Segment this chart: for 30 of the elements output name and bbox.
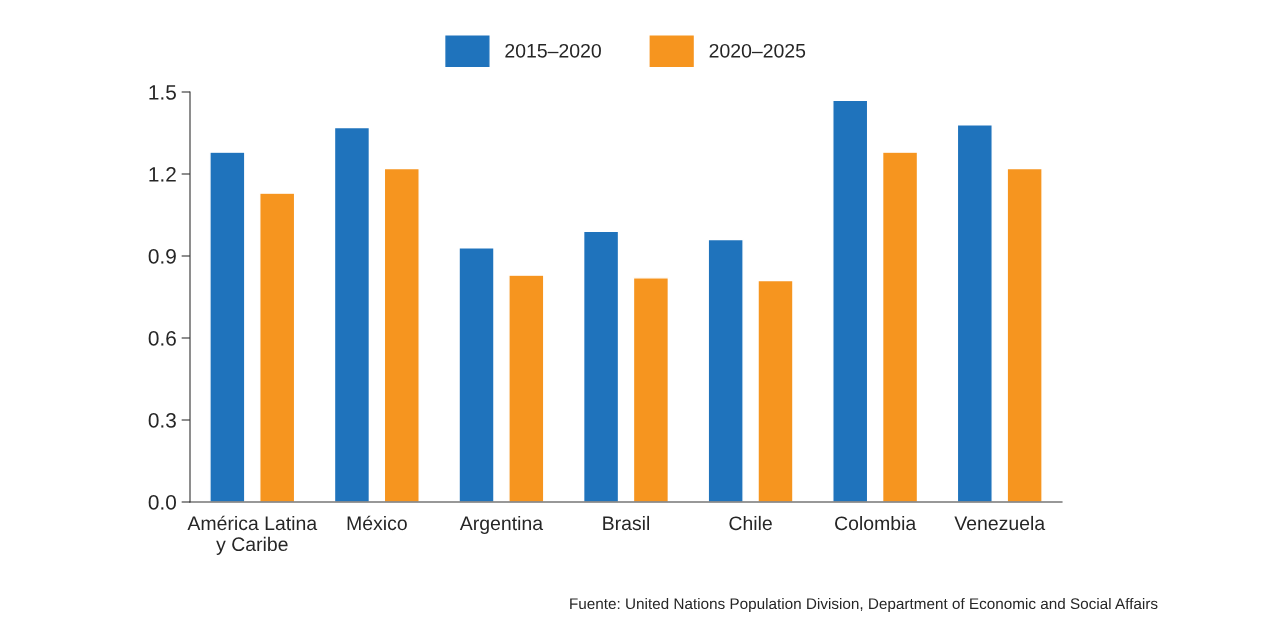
y-tick-label: 0.3 — [148, 413, 176, 428]
x-tick-label: México — [347, 515, 407, 531]
x-tick-label: Chile — [729, 515, 772, 531]
source-note: Fuente: United Nations Population Division, Department of Economic and Social Affairs — [570, 597, 1158, 613]
bar — [707, 238, 744, 502]
x-tick-label: Brasil — [603, 515, 650, 531]
x-tick-label: Venezuela — [954, 515, 1046, 531]
x-tick-label: Argentina — [459, 515, 544, 535]
bar — [582, 230, 620, 502]
y-tick-label: 0.6 — [148, 331, 176, 346]
y-tick-label: 0.9 — [148, 249, 176, 264]
bar — [209, 151, 246, 502]
y-tick-label: 1.2 — [149, 167, 176, 182]
bar — [956, 124, 993, 502]
x-tick-label: Colombia — [835, 515, 917, 531]
bar — [881, 151, 919, 502]
bar — [508, 274, 545, 502]
bar — [383, 167, 420, 502]
legend-label: 2020–2025 — [709, 43, 806, 58]
y-tick-label: 0.0 — [148, 495, 176, 510]
legend-label: 2015–2020 — [505, 43, 601, 58]
bar — [259, 192, 296, 502]
bar — [333, 126, 371, 502]
bar — [632, 277, 670, 502]
y-tick-label: 1.5 — [149, 85, 176, 100]
x-tick-label: América Latina y Caribe — [187, 515, 318, 555]
bar — [832, 99, 869, 502]
bar — [1006, 167, 1043, 502]
bar — [757, 279, 794, 502]
bar — [458, 247, 495, 502]
